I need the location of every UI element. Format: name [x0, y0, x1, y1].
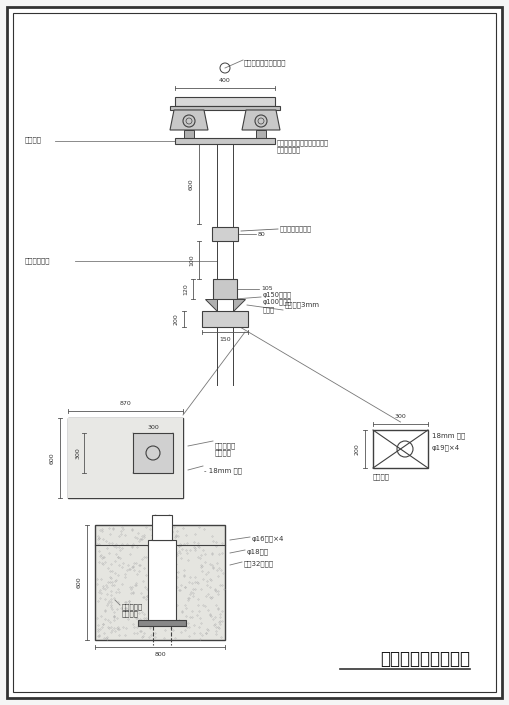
Text: 支杆底盘: 支杆底盘: [373, 473, 390, 479]
Text: 光杆穿顶通杆: 光杆穿顶通杆: [25, 258, 50, 264]
Text: φ16螺丝×4: φ16螺丝×4: [252, 535, 285, 541]
Bar: [175, 138, 275, 144]
Bar: [202, 311, 248, 327]
Bar: [68, 418, 183, 498]
Text: 此处空心: 此处空心: [25, 137, 42, 143]
Text: 120: 120: [183, 283, 188, 295]
Text: 立杆水泥底
在立面图: 立杆水泥底 在立面图: [122, 603, 143, 617]
Bar: [152, 515, 172, 540]
Bar: [256, 130, 266, 138]
Text: 300: 300: [147, 425, 159, 430]
Text: 100: 100: [189, 255, 194, 266]
Text: φ19孔×4: φ19孔×4: [432, 444, 460, 450]
Text: 600: 600: [50, 452, 55, 464]
Bar: [133, 433, 173, 473]
Text: - 18mm 钢板: - 18mm 钢板: [204, 467, 242, 474]
Bar: [212, 227, 238, 241]
Text: 80: 80: [258, 231, 266, 236]
Text: 300: 300: [394, 414, 406, 419]
Text: 行顶用不锈钢螺丝固定: 行顶用不锈钢螺丝固定: [244, 59, 287, 66]
Text: 105: 105: [261, 286, 273, 291]
Text: 400: 400: [219, 78, 231, 83]
Text: φ150钢管壁
φ100钢管文
接镜头: φ150钢管壁 φ100钢管文 接镜头: [263, 291, 292, 313]
Text: 150: 150: [219, 337, 231, 342]
Text: 室外监控立杆大样图: 室外监控立杆大样图: [380, 650, 470, 668]
Bar: [148, 540, 176, 625]
Text: 870: 870: [120, 401, 131, 406]
Bar: [138, 620, 186, 626]
Text: 800: 800: [154, 652, 166, 657]
Bar: [373, 430, 428, 468]
Bar: [95, 525, 225, 640]
Text: 600: 600: [77, 577, 82, 588]
Text: 三角底厚3mm: 三角底厚3mm: [285, 302, 320, 308]
Text: 立杆水泥底
底管视图: 立杆水泥底 底管视图: [215, 442, 236, 456]
Text: 300: 300: [76, 447, 81, 459]
Bar: [175, 97, 275, 106]
Text: 杆身此处另一个孔: 杆身此处另一个孔: [280, 225, 312, 232]
Bar: [68, 418, 183, 498]
Text: 摄件两点台钢板（固定镜头）
此措件为方置: 摄件两点台钢板（固定镜头） 此措件为方置: [277, 139, 329, 153]
Text: 200: 200: [355, 443, 360, 455]
Bar: [213, 279, 237, 299]
Polygon shape: [233, 299, 245, 311]
Text: 18mm 钢板: 18mm 钢板: [432, 432, 465, 439]
Polygon shape: [242, 110, 280, 130]
Text: 200: 200: [174, 313, 179, 325]
Text: φ18钢筋: φ18钢筋: [247, 548, 269, 555]
Text: 穿线32波纹管: 穿线32波纹管: [244, 560, 274, 567]
Bar: [170, 106, 280, 110]
Bar: [184, 130, 194, 138]
Text: 600: 600: [189, 178, 194, 190]
Polygon shape: [205, 299, 217, 311]
Polygon shape: [170, 110, 208, 130]
